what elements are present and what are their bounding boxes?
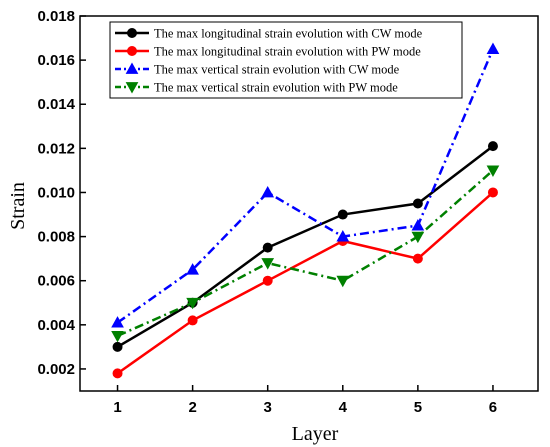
- x-tick-label: 4: [339, 399, 348, 416]
- data-point: [111, 316, 124, 328]
- data-point: [336, 275, 350, 288]
- y-tick-label: 0.008: [37, 229, 75, 246]
- y-axis: 0.002 0.004 0.006 0.008 0.010 0.012 0.014 0.016…: [37, 8, 86, 378]
- data-point: [262, 275, 273, 286]
- y-tick-label: 0.014: [37, 96, 75, 113]
- data-point: [412, 198, 423, 209]
- legend-box: [109, 21, 463, 99]
- series-4: [111, 165, 500, 343]
- data-point: [487, 187, 498, 198]
- legend-item: The max longitudinal strain evolution wi…: [115, 45, 421, 59]
- data-point: [111, 330, 124, 343]
- series-line: [117, 169, 494, 337]
- legend-label: The max vertical strain evolution with C…: [154, 63, 400, 77]
- data-point: [261, 258, 275, 270]
- y-tick-label: 0.016: [37, 52, 75, 69]
- series-layer: [111, 42, 500, 379]
- x-tick-label: 1: [113, 399, 121, 416]
- legend-marker: [125, 62, 139, 74]
- x-axis-title: Layer: [292, 423, 339, 445]
- legend-item: The max vertical strain evolution with P…: [115, 81, 398, 95]
- data-point: [186, 263, 199, 275]
- x-tick-label: 6: [489, 399, 497, 416]
- legend-marker: [127, 46, 137, 56]
- x-tick-label: 3: [264, 399, 272, 416]
- series-3: [111, 42, 500, 328]
- data-point: [112, 368, 123, 379]
- series-line: [116, 191, 494, 375]
- y-axis-title: Strain: [7, 182, 29, 230]
- series-line: [116, 145, 494, 348]
- data-point: [486, 42, 500, 54]
- legend-marker: [125, 82, 139, 94]
- y-tick-label: 0.002: [37, 361, 75, 378]
- y-tick-label: 0.010: [37, 184, 75, 201]
- data-point: [261, 185, 275, 198]
- legend-label: The max longitudinal strain evolution wi…: [154, 45, 421, 59]
- data-point: [411, 219, 425, 231]
- data-point: [411, 231, 425, 244]
- legend-label: The max longitudinal strain evolution wi…: [154, 27, 423, 41]
- data-point: [337, 209, 348, 220]
- x-tick-label: 5: [414, 399, 422, 416]
- data-point: [187, 315, 198, 326]
- legend-item: The max vertical strain evolution with C…: [115, 62, 400, 77]
- x-tick-label: 2: [188, 399, 196, 416]
- legend-marker: [127, 28, 137, 38]
- data-point: [487, 141, 498, 152]
- data-point: [186, 297, 199, 310]
- series-line: [116, 48, 495, 324]
- legend-item: The max longitudinal strain evolution wi…: [115, 27, 423, 41]
- data-point: [262, 242, 273, 253]
- data-point: [486, 165, 500, 177]
- data-point: [412, 253, 423, 264]
- y-tick-label: 0.012: [37, 140, 75, 157]
- y-tick-label: 0.004: [37, 317, 75, 334]
- legend-label: The max vertical strain evolution with P…: [154, 81, 398, 95]
- x-axis: 1 2 3 4 5 6: [113, 385, 497, 416]
- data-point: [336, 230, 350, 242]
- plot-frame: [79, 15, 539, 392]
- y-tick-label: 0.006: [37, 273, 75, 290]
- data-point: [112, 341, 123, 352]
- series-2: [112, 187, 498, 379]
- legend: The max longitudinal strain evolution wi…: [109, 21, 463, 99]
- y-tick-label: 0.018: [37, 8, 75, 25]
